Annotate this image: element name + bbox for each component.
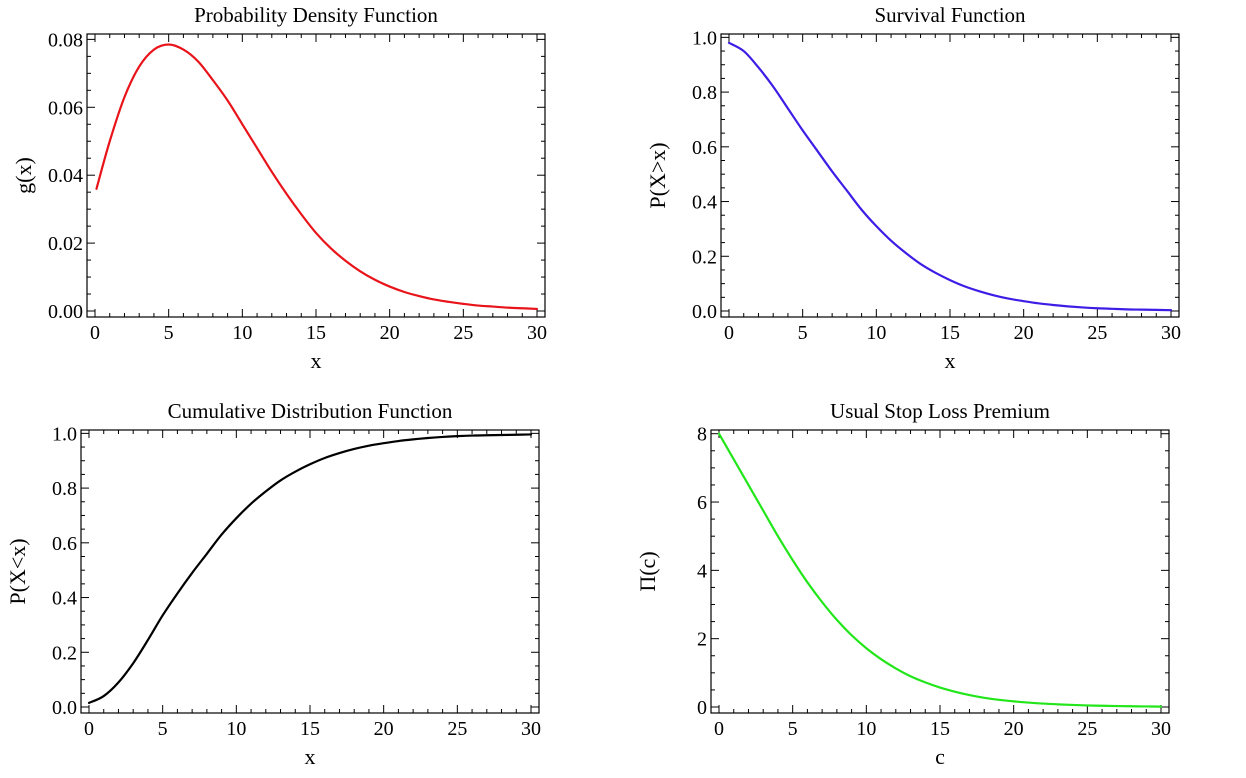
plot-frame	[710, 429, 1170, 714]
y-tick-label: 0.0	[52, 697, 77, 719]
y-tick-label: 6	[697, 492, 707, 514]
x-axis-label: x	[945, 348, 956, 373]
plot-frame	[720, 33, 1180, 318]
x-tick-label: 30	[527, 322, 547, 344]
x-tick-label: 30	[1161, 322, 1181, 344]
x-tick-label: 0	[90, 322, 100, 344]
x-axis-label: c	[935, 744, 945, 769]
series-line	[727, 41, 1173, 312]
y-tick-label: 0.2	[52, 642, 77, 664]
y-tick-label: 0.4	[52, 588, 77, 610]
y-tick-label: 0.2	[692, 246, 717, 268]
x-tick-label: 10	[232, 322, 252, 344]
x-tick-label: 20	[374, 718, 394, 740]
x-tick-label: 30	[521, 718, 541, 740]
y-tick-label: 0.04	[48, 165, 83, 187]
chart-title: Probability Density Function	[194, 3, 438, 27]
x-tick-label: 25	[1077, 718, 1097, 740]
plot-frame	[86, 33, 546, 318]
y-axis-label: P(X>x)	[645, 142, 670, 208]
x-tick-label: 10	[856, 718, 876, 740]
chart-cdf: Cumulative Distribution Function x P(X<x…	[5, 399, 541, 769]
y-axis-label: g(x)	[11, 157, 36, 194]
x-tick-label: 20	[1014, 322, 1034, 344]
y-tick-label: 1.0	[692, 27, 717, 49]
y-tick-label: 4	[697, 560, 707, 582]
y-tick-label: 0.06	[48, 97, 83, 119]
x-tick-label: 15	[300, 718, 320, 740]
y-tick-label: 1.0	[52, 423, 77, 445]
series-line	[95, 43, 539, 311]
x-axis-label: x	[305, 744, 316, 769]
x-tick-label: 5	[164, 322, 174, 344]
series-line	[87, 433, 533, 704]
y-tick-label: 2	[697, 629, 707, 651]
y-tick-label: 0.02	[48, 233, 83, 255]
x-tick-label: 15	[940, 322, 960, 344]
y-tick-label: 0.0	[692, 301, 717, 323]
chart-title: Survival Function	[874, 3, 1026, 27]
x-tick-label: 5	[158, 718, 168, 740]
x-axis-label: x	[311, 348, 322, 373]
y-tick-label: 8	[697, 424, 707, 446]
y-tick-label: 0.8	[52, 478, 77, 500]
y-tick-label: 0.08	[48, 29, 83, 51]
x-tick-label: 20	[380, 322, 400, 344]
chart-survival: Survival Function x P(X>x) 0 5 10 15 20 25 30 0…	[645, 3, 1181, 373]
x-tick-label: 5	[788, 718, 798, 740]
y-axis-label: Π(c)	[635, 551, 660, 591]
x-tick-label: 15	[306, 322, 326, 344]
y-tick-label: 0.6	[692, 137, 717, 159]
y-tick-label: 0.4	[692, 192, 717, 214]
y-tick-label: 0.8	[692, 82, 717, 104]
series-line	[717, 432, 1163, 708]
x-tick-label: 10	[226, 718, 246, 740]
x-tick-label: 0	[84, 718, 94, 740]
y-tick-label: 0.6	[52, 533, 77, 555]
x-tick-label: 15	[930, 718, 950, 740]
chart-stop-loss: Usual Stop Loss Premium c Π(c) 0 5 10 15 20 2…	[635, 399, 1171, 769]
x-tick-label: 30	[1151, 718, 1171, 740]
chart-title: Usual Stop Loss Premium	[830, 399, 1050, 423]
x-tick-label: 0	[714, 718, 724, 740]
plot-frame	[80, 429, 540, 714]
y-tick-label: 0.00	[48, 301, 83, 323]
chart-title: Cumulative Distribution Function	[168, 399, 453, 423]
x-tick-label: 25	[447, 718, 467, 740]
y-tick-label: 0	[697, 697, 707, 719]
x-tick-label: 25	[1087, 322, 1107, 344]
x-tick-label: 25	[453, 322, 473, 344]
x-tick-label: 5	[798, 322, 808, 344]
chart-pdf: Probability Density Function x g(x) 0 5 10…	[11, 3, 547, 373]
x-tick-label: 0	[724, 322, 734, 344]
x-tick-label: 20	[1004, 718, 1024, 740]
x-tick-label: 10	[866, 322, 886, 344]
y-axis-label: P(X<x)	[5, 538, 30, 604]
